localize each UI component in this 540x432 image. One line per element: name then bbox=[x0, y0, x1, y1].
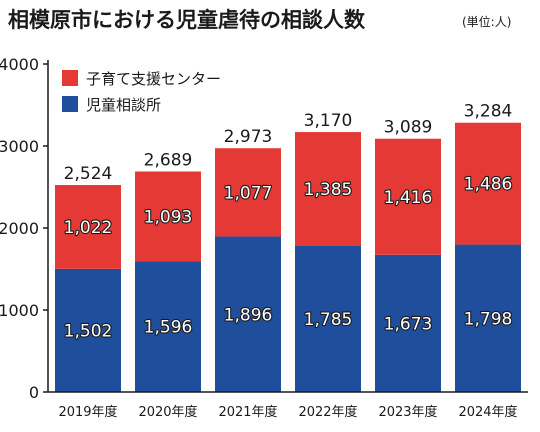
bar-segment-jidou-soudanjo bbox=[455, 244, 521, 392]
segment-value-label: 1,022 bbox=[64, 218, 113, 238]
segment-value-label: 1,077 bbox=[224, 183, 273, 203]
legend-label: 子育て支援センター bbox=[86, 70, 221, 88]
y-tick-label: 0 bbox=[29, 383, 39, 402]
x-axis: 2019年度 2020年度 2021年度 2022年度 2023年度 2024年度 bbox=[48, 391, 528, 420]
total-value-label: 3,089 bbox=[384, 118, 433, 138]
legend-swatch bbox=[62, 70, 78, 86]
y-axis: 0 1000 2000 3000 4000 bbox=[0, 55, 49, 402]
y-tick-label: 4000 bbox=[0, 55, 39, 74]
bar-segment-kosodate-center bbox=[55, 185, 121, 269]
total-value-label: 2,524 bbox=[64, 164, 113, 184]
segment-value-label: 1,093 bbox=[144, 207, 193, 227]
x-category-label: 2019年度 bbox=[58, 404, 117, 420]
x-category-label: 2020年度 bbox=[138, 404, 197, 420]
segment-value-label: 1,502 bbox=[64, 321, 113, 341]
x-category-label: 2024年度 bbox=[458, 404, 517, 420]
bar-segment-kosodate-center bbox=[215, 148, 281, 237]
y-tick-label: 1000 bbox=[0, 301, 39, 320]
segment-labels: 1,502 1,022 1,596 1,093 1,896 1,077 1,785 1,385… bbox=[63, 174, 514, 343]
segment-value-label: 1,486 bbox=[464, 175, 513, 195]
chart-title: 相模原市における児童虐待の相談人数 bbox=[8, 8, 366, 32]
bar-segment-jidou-soudanjo bbox=[295, 245, 361, 392]
segment-value-label: 1,596 bbox=[144, 318, 193, 338]
chart-subtitle: (単位:人) bbox=[462, 14, 511, 29]
segment-value-label: 1,896 bbox=[224, 305, 273, 325]
legend-swatch bbox=[62, 96, 78, 112]
bar-segment-kosodate-center bbox=[135, 171, 201, 262]
bar-segment-kosodate-center bbox=[295, 132, 361, 246]
x-category-label: 2021年度 bbox=[218, 404, 277, 420]
bars bbox=[55, 122, 521, 392]
segment-value-label: 1,416 bbox=[384, 188, 433, 208]
total-value-label: 3,284 bbox=[464, 102, 513, 122]
bar-segment-jidou-soudanjo bbox=[375, 254, 441, 392]
segment-value-label: 1,385 bbox=[304, 180, 353, 200]
x-category-label: 2023年度 bbox=[378, 404, 437, 420]
segment-value-label: 1,785 bbox=[304, 310, 353, 330]
bar-segment-jidou-soudanjo bbox=[55, 268, 121, 392]
y-tick-label: 2000 bbox=[0, 219, 39, 238]
legend-label: 児童相談所 bbox=[86, 96, 161, 114]
y-tick-label: 3000 bbox=[0, 137, 39, 156]
segment-value-label: 1,673 bbox=[384, 314, 433, 334]
segment-value-label: 1,798 bbox=[464, 309, 513, 329]
total-value-label: 2,689 bbox=[144, 151, 193, 171]
bar-segment-kosodate-center bbox=[455, 122, 521, 245]
bar-segment-kosodate-center bbox=[375, 138, 441, 255]
total-value-label: 2,973 bbox=[224, 127, 273, 147]
total-labels: 2,524 2,689 2,973 3,170 3,089 3,284 bbox=[64, 102, 513, 184]
total-value-label: 3,170 bbox=[304, 111, 353, 131]
bar-segment-jidou-soudanjo bbox=[215, 236, 281, 392]
bar-segment-jidou-soudanjo bbox=[135, 261, 201, 392]
x-category-label: 2022年度 bbox=[298, 404, 357, 420]
